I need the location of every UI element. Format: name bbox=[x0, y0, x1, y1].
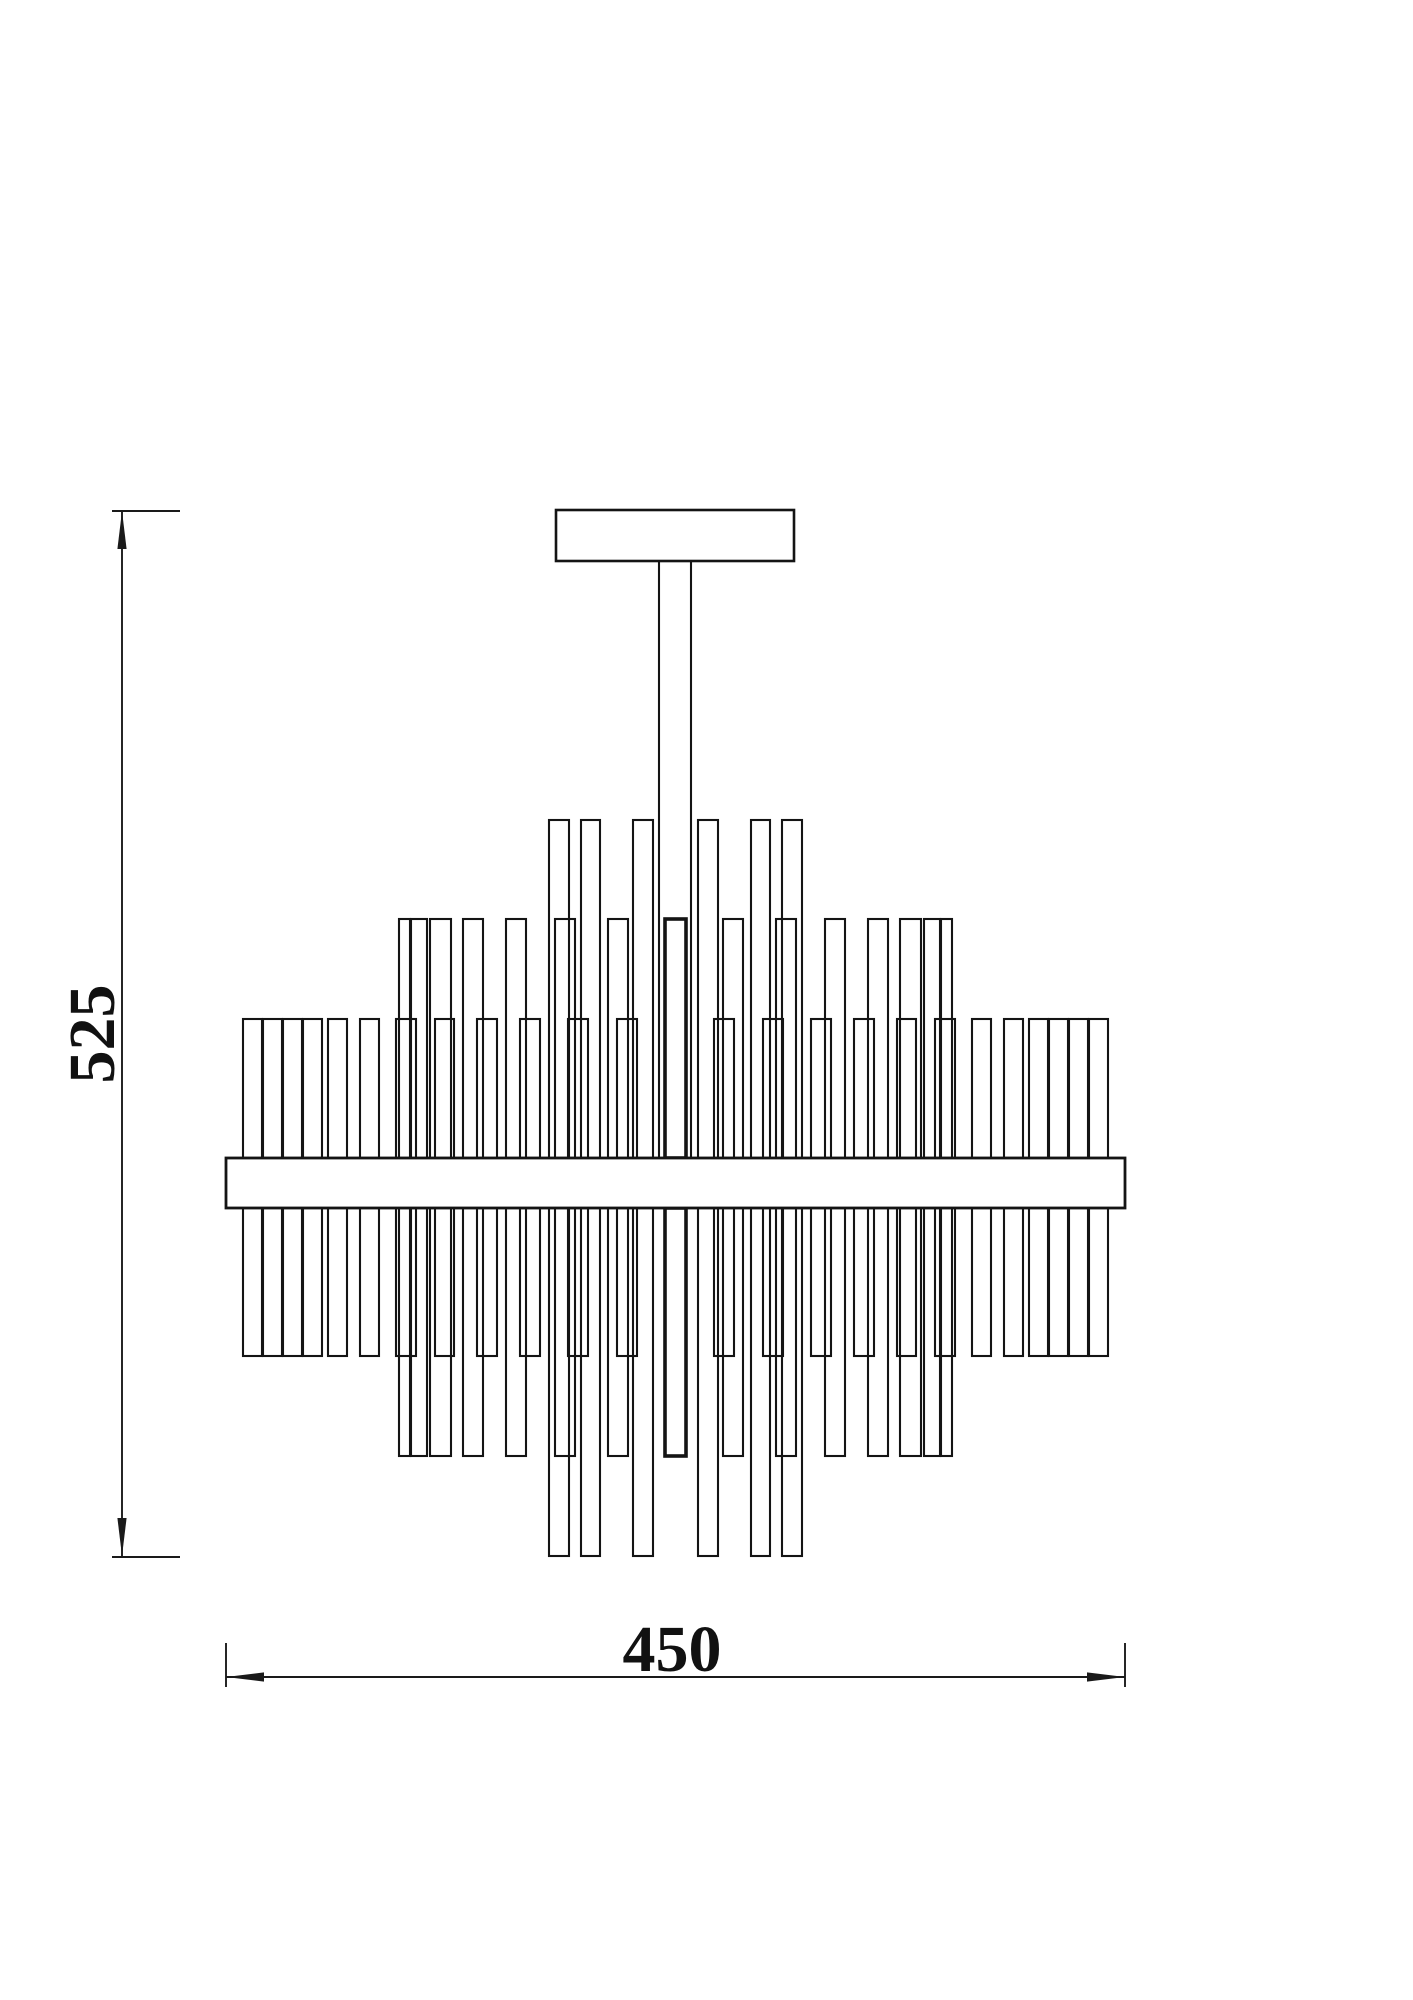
rod-segment-upper bbox=[461, 917, 485, 1160]
rod-segment-lower bbox=[461, 1206, 485, 1458]
frame-band bbox=[224, 1156, 1127, 1210]
rod-segment-lower bbox=[1087, 1206, 1110, 1358]
rod-segment-lower bbox=[397, 1206, 412, 1458]
rod-segment-upper bbox=[852, 1017, 876, 1160]
rod-segment-lower bbox=[970, 1206, 993, 1358]
rod-segment-upper bbox=[326, 1017, 349, 1160]
rod-segment-lower bbox=[898, 1206, 923, 1458]
rod-segment-lower bbox=[939, 1206, 954, 1458]
rod-segment-lower bbox=[428, 1206, 453, 1458]
rod-segment-lower bbox=[823, 1206, 847, 1458]
rod-segment-upper bbox=[281, 1017, 304, 1160]
rod-segment-upper bbox=[1067, 1017, 1090, 1160]
rod-segment-lower bbox=[579, 1206, 602, 1558]
rod-segment-upper bbox=[761, 1017, 785, 1160]
rod-segment-lower bbox=[518, 1206, 542, 1358]
rod-segment-lower bbox=[852, 1206, 876, 1358]
rod-segment-lower bbox=[922, 1206, 942, 1458]
rod-segment-lower bbox=[761, 1206, 785, 1358]
dimension-arrow-up bbox=[117, 511, 127, 549]
rod-segment-upper bbox=[898, 917, 923, 1160]
rod-segment-upper bbox=[774, 917, 798, 1160]
rod-segment-lower bbox=[358, 1206, 381, 1358]
rod-segment-upper bbox=[409, 917, 429, 1160]
rod-segment-lower bbox=[326, 1206, 349, 1358]
rod-segment-upper bbox=[547, 818, 571, 1160]
rod-segment-upper bbox=[823, 917, 847, 1160]
rod-segment-upper bbox=[566, 1017, 590, 1160]
rod-segment-upper bbox=[553, 917, 577, 1160]
rod-segment-upper bbox=[397, 917, 412, 1160]
dimension-arrow-down bbox=[117, 1518, 127, 1556]
width-dimension-label: 450 bbox=[623, 1613, 722, 1686]
rod-segment-upper bbox=[358, 1017, 381, 1160]
rod-segment-upper bbox=[970, 1017, 993, 1160]
rod-segment-lower bbox=[780, 1206, 804, 1558]
rod-segment-lower bbox=[749, 1206, 772, 1558]
rod-segment-upper bbox=[301, 1017, 324, 1160]
dimension-arrow-right bbox=[1087, 1672, 1125, 1682]
dimension-annotations bbox=[112, 510, 1126, 1687]
ceiling-canopy bbox=[554, 508, 796, 563]
center-rod-heavy-lower bbox=[663, 1206, 688, 1458]
rod-segment-lower bbox=[301, 1206, 324, 1358]
rod-segment-lower bbox=[774, 1206, 798, 1458]
rod-segment-lower bbox=[409, 1206, 429, 1458]
rod-segment-upper bbox=[579, 818, 602, 1160]
rod-segment-upper bbox=[1047, 1017, 1070, 1160]
rod-segment-upper bbox=[922, 917, 942, 1160]
rod-segment-lower bbox=[1027, 1206, 1050, 1358]
rod-segment-lower bbox=[547, 1206, 571, 1558]
rod-segment-upper bbox=[261, 1017, 284, 1160]
rod-segment-lower bbox=[566, 1206, 590, 1358]
rod-segment-lower bbox=[809, 1206, 833, 1358]
rod-segment-lower bbox=[475, 1206, 499, 1358]
rod-segment-upper bbox=[518, 1017, 542, 1160]
rod-segment-upper bbox=[504, 917, 528, 1160]
rod-segment-upper bbox=[866, 917, 890, 1160]
rod-segment-upper bbox=[1087, 1017, 1110, 1160]
rod-segment-upper bbox=[475, 1017, 499, 1160]
rod-segment-lower bbox=[261, 1206, 284, 1358]
rod-segment-upper bbox=[780, 818, 804, 1160]
rod-segment-lower bbox=[1002, 1206, 1025, 1358]
height-dimension-label: 525 bbox=[56, 985, 129, 1084]
rod-segment-upper bbox=[1027, 1017, 1050, 1160]
rod-segment-lower bbox=[553, 1206, 577, 1458]
rod-segment-lower bbox=[1047, 1206, 1070, 1358]
center-rod-heavy-upper bbox=[663, 917, 688, 1160]
rod-segment-lower bbox=[241, 1206, 264, 1358]
rod-segment-upper bbox=[1002, 1017, 1025, 1160]
rod-segment-lower bbox=[504, 1206, 528, 1458]
rod-segment-upper bbox=[749, 818, 772, 1160]
fixture-geometry bbox=[224, 508, 1127, 1558]
dimension-arrow-left bbox=[226, 1672, 264, 1682]
rod-segment-lower bbox=[1067, 1206, 1090, 1358]
rod-segment-upper bbox=[241, 1017, 264, 1160]
rod-segment-upper bbox=[809, 1017, 833, 1160]
rod-segment-upper bbox=[939, 917, 954, 1160]
rod-segment-lower bbox=[281, 1206, 304, 1358]
rod-segment-upper bbox=[428, 917, 453, 1160]
rod-segment-lower bbox=[866, 1206, 890, 1458]
